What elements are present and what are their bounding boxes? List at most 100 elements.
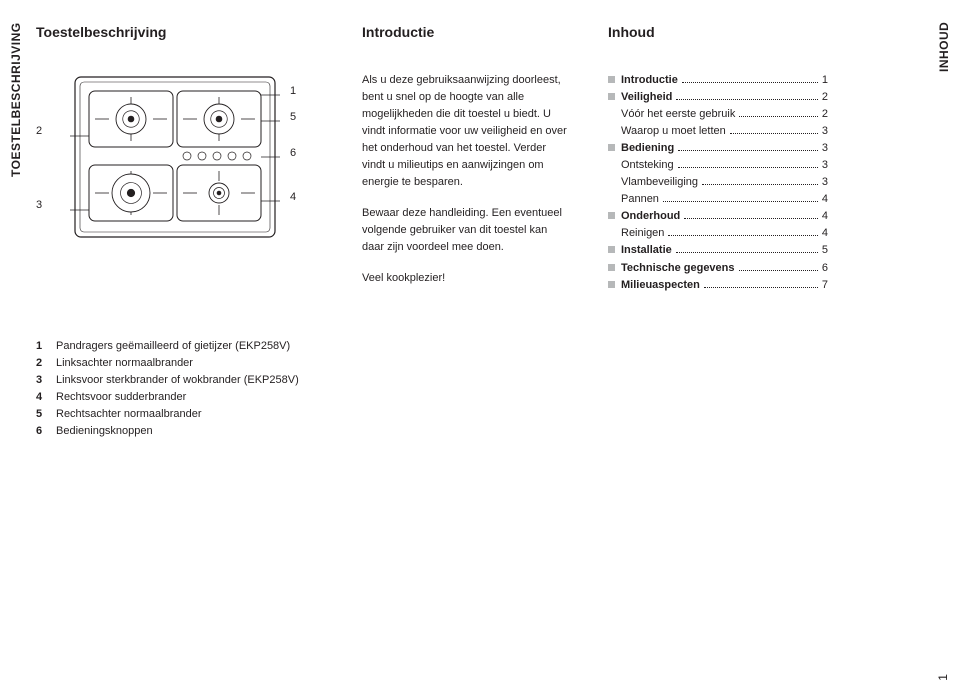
toc-row: Waarop u moet letten 3: [608, 123, 828, 140]
toc-row: Onderhoud 4: [608, 208, 828, 225]
toc-leader-dots: [702, 184, 818, 185]
toc-bullet-icon: [608, 76, 615, 83]
toc-title: Pannen: [621, 191, 659, 208]
toc-title: Installatie: [621, 242, 672, 259]
heading-device: Toestelbeschrijving: [36, 24, 326, 40]
hob-diagram: [70, 72, 280, 242]
page-content: Toestelbeschrijving 2 3 1 5 6 4 Introduc…: [36, 24, 924, 665]
intro-p3: Veel kookplezier!: [362, 270, 572, 287]
legend-text: Rechtsachter normaalbrander: [56, 406, 202, 423]
toc-title: Technische gegevens: [621, 260, 735, 277]
legend-number: 3: [36, 372, 56, 389]
legend-number: 6: [36, 423, 56, 440]
legend-number: 5: [36, 406, 56, 423]
toc-page: 6: [822, 260, 828, 277]
toc-row: Milieuaspecten 7: [608, 277, 828, 294]
toc-leader-dots: [730, 133, 818, 134]
toc-leader-dots: [676, 99, 818, 100]
callout-4: 4: [290, 192, 296, 203]
callout-5: 5: [290, 112, 296, 123]
toc-page: 7: [822, 277, 828, 294]
toc-leader-dots: [663, 201, 818, 202]
toc-row: Installatie 5: [608, 242, 828, 259]
toc-page: 2: [822, 106, 828, 123]
legend-row: 3Linksvoor sterkbrander of wokbrander (E…: [36, 372, 924, 389]
legend-number: 4: [36, 389, 56, 406]
toc-bullet-icon: [608, 246, 615, 253]
toc-page: 3: [822, 174, 828, 191]
toc-bullet-icon: [608, 93, 615, 100]
legend-row: 2Linksachter normaalbrander: [36, 355, 924, 372]
toc-leader-dots: [668, 235, 817, 236]
toc-leader-dots: [704, 287, 818, 288]
legend-number: 2: [36, 355, 56, 372]
toc-leader-dots: [678, 167, 818, 168]
toc-list: Introductie1Veiligheid2Vóór het eerste g…: [608, 72, 828, 294]
toc-row: Vlambeveiliging 3: [608, 174, 828, 191]
toc-title: Vlambeveiliging: [621, 174, 698, 191]
legend-text: Pandragers geëmailleerd of gietijzer (EK…: [56, 338, 290, 355]
toc-leader-dots: [678, 150, 818, 151]
toc-title: Waarop u moet letten: [621, 123, 726, 140]
toc-title: Milieuaspecten: [621, 277, 700, 294]
legend-text: Linksachter normaalbrander: [56, 355, 193, 372]
callout-2: 2: [36, 126, 42, 137]
toc-page: 4: [822, 225, 828, 242]
intro-p1: Als u deze gebruiksaanwijzing doorleest,…: [362, 72, 572, 191]
toc-page: 1: [822, 72, 828, 89]
toc-row: Ontsteking 3: [608, 157, 828, 174]
toc-row: Veiligheid 2: [608, 89, 828, 106]
column-introduction: Introductie Als u deze gebruiksaanwijzin…: [362, 24, 572, 302]
legend-text: Bedieningsknoppen: [56, 423, 153, 440]
heading-intro: Introductie: [362, 24, 572, 40]
toc-leader-dots: [684, 218, 818, 219]
legend-number: 1: [36, 338, 56, 355]
legend-row: 1Pandragers geëmailleerd of gietijzer (E…: [36, 338, 924, 355]
toc-row: Reinigen 4: [608, 225, 828, 242]
toc-row: Vóór het eerste gebruik 2: [608, 106, 828, 123]
vertical-tab-right: INHOUD: [934, 22, 954, 272]
toc-page: 3: [822, 140, 828, 157]
toc-title: Ontsteking: [621, 157, 674, 174]
toc-leader-dots: [739, 116, 818, 117]
toc-leader-dots: [682, 82, 818, 83]
hob-diagram-wrap: 2 3 1 5 6 4: [36, 72, 326, 242]
toc-title: Onderhoud: [621, 208, 680, 225]
legend-list: 1Pandragers geëmailleerd of gietijzer (E…: [36, 338, 924, 440]
column-device-description: Toestelbeschrijving 2 3 1 5 6 4: [36, 24, 326, 302]
toc-page: 3: [822, 123, 828, 140]
toc-leader-dots: [676, 252, 818, 253]
callout-6: 6: [290, 148, 296, 159]
intro-p2: Bewaar deze handleiding. Een eventueel v…: [362, 205, 572, 256]
legend-row: 4Rechtsvoor sudderbrander: [36, 389, 924, 406]
toc-page: 4: [822, 191, 828, 208]
toc-title: Introductie: [621, 72, 678, 89]
callout-1: 1: [290, 86, 296, 97]
toc-leader-dots: [739, 270, 818, 271]
toc-row: Bediening 3: [608, 140, 828, 157]
toc-page: 2: [822, 89, 828, 106]
toc-page: 3: [822, 157, 828, 174]
legend-text: Rechtsvoor sudderbrander: [56, 389, 186, 406]
toc-title: Bediening: [621, 140, 674, 157]
callout-3: 3: [36, 200, 42, 211]
toc-bullet-icon: [608, 281, 615, 288]
toc-title: Reinigen: [621, 225, 664, 242]
legend-text: Linksvoor sterkbrander of wokbrander (EK…: [56, 372, 299, 389]
legend-row: 5Rechtsachter normaalbrander: [36, 406, 924, 423]
toc-row: Technische gegevens 6: [608, 260, 828, 277]
toc-page: 5: [822, 242, 828, 259]
legend-row: 6Bedieningsknoppen: [36, 423, 924, 440]
vertical-tab-left: TOESTELBESCHRIJVING: [6, 22, 26, 272]
column-toc: Inhoud Introductie1Veiligheid2Vóór het e…: [608, 24, 828, 302]
toc-bullet-icon: [608, 144, 615, 151]
toc-title: Vóór het eerste gebruik: [621, 106, 735, 123]
toc-bullet-icon: [608, 212, 615, 219]
heading-toc: Inhoud: [608, 24, 828, 40]
toc-title: Veiligheid: [621, 89, 672, 106]
toc-bullet-icon: [608, 264, 615, 271]
toc-row: Pannen 4: [608, 191, 828, 208]
toc-row: Introductie 1: [608, 72, 828, 89]
toc-page: 4: [822, 208, 828, 225]
page-number: 1: [936, 674, 952, 681]
